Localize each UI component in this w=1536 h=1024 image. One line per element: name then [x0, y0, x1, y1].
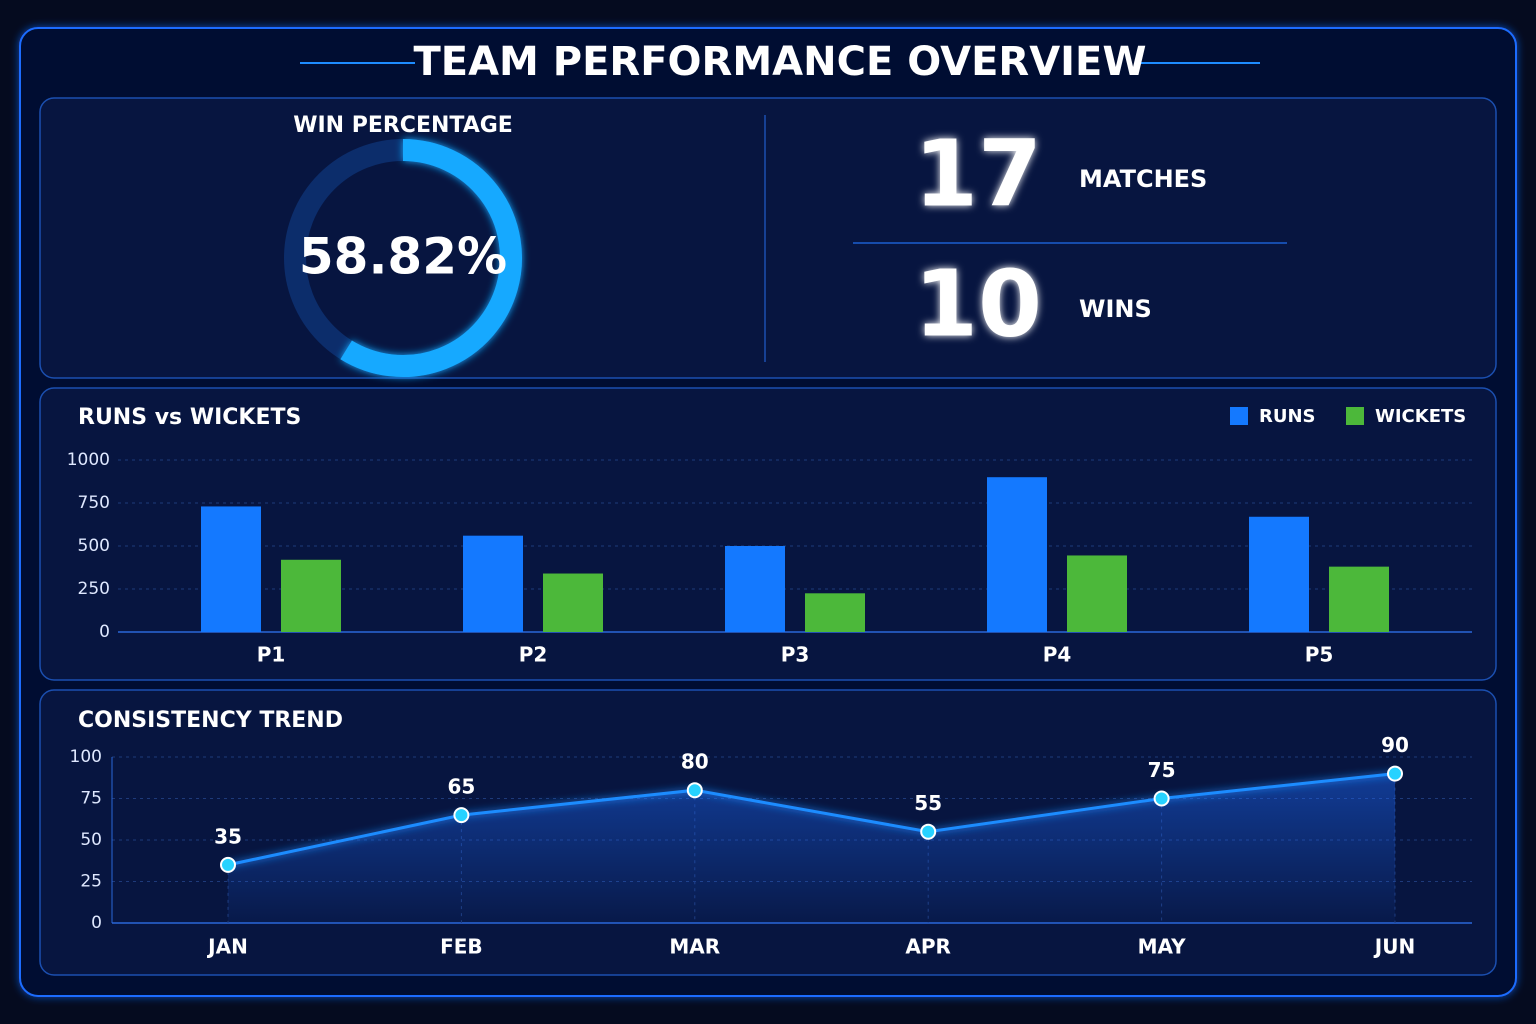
legend-swatch — [1230, 407, 1248, 425]
bar — [281, 559, 341, 632]
bar — [201, 506, 261, 632]
x-tick-label: JUN — [1373, 935, 1415, 959]
data-label: 35 — [214, 824, 242, 848]
data-label: 75 — [1148, 758, 1176, 782]
x-tick-label: P1 — [257, 643, 286, 667]
y-tick-label: 0 — [91, 913, 102, 933]
x-tick-label: P4 — [1043, 643, 1072, 667]
point — [1387, 765, 1403, 782]
data-label: 55 — [914, 791, 942, 815]
chart-title: WIN PERCENTAGE — [293, 113, 513, 138]
x-tick-label: P5 — [1305, 643, 1334, 667]
data-label: 90 — [1381, 733, 1409, 757]
y-tick-label: 1000 — [67, 450, 110, 470]
bar — [1249, 516, 1309, 632]
stat-label: MATCHES — [1079, 165, 1207, 193]
legend-label: WICKETS — [1375, 406, 1466, 427]
donut-arc — [340, 139, 522, 377]
donut-value: 58.82% — [299, 228, 507, 286]
y-tick-label: 50 — [80, 830, 102, 850]
stat-value: 17 — [914, 120, 1042, 227]
page-title: TEAM PERFORMANCE OVERVIEW — [413, 39, 1146, 85]
point — [453, 807, 470, 824]
y-tick-label: 75 — [80, 789, 102, 809]
y-tick-label: 100 — [70, 747, 102, 767]
panel — [39, 387, 1497, 681]
y-tick-label: 25 — [80, 872, 102, 892]
bar — [1067, 555, 1127, 632]
x-tick-label: JAN — [206, 935, 248, 959]
bar — [805, 593, 865, 632]
bar — [987, 477, 1047, 632]
bar — [463, 535, 523, 632]
x-tick-label: APR — [905, 935, 951, 959]
x-tick-label: MAR — [669, 935, 720, 959]
y-tick-label: 250 — [78, 579, 110, 599]
stats: 17 MATCHES 10 WINS — [914, 120, 1207, 357]
point — [220, 856, 236, 873]
point — [686, 782, 703, 799]
x-tick-label: P2 — [519, 643, 548, 667]
point — [920, 823, 937, 840]
panel — [39, 97, 1497, 379]
x-tick-label: FEB — [440, 935, 483, 959]
x-tick-label: MAY — [1138, 935, 1186, 959]
bar — [725, 546, 785, 632]
x-tick-label: P3 — [781, 643, 810, 667]
area-fill — [228, 773, 1395, 923]
y-tick-label: 750 — [78, 493, 110, 513]
data-label: 80 — [681, 750, 709, 774]
chart-title: RUNS vs WICKETS — [78, 405, 301, 430]
stat-label: WINS — [1079, 295, 1152, 323]
y-tick-label: 0 — [99, 622, 110, 642]
chart-title: CONSISTENCY TREND — [78, 708, 343, 733]
point — [1153, 790, 1170, 807]
data-label: 65 — [447, 775, 475, 799]
bar — [1329, 566, 1389, 632]
bar — [543, 573, 603, 632]
y-tick-label: 500 — [78, 536, 110, 556]
legend-swatch — [1346, 407, 1364, 425]
line — [227, 772, 1396, 867]
stat-value: 10 — [914, 250, 1042, 357]
legend-label: RUNS — [1259, 406, 1316, 427]
